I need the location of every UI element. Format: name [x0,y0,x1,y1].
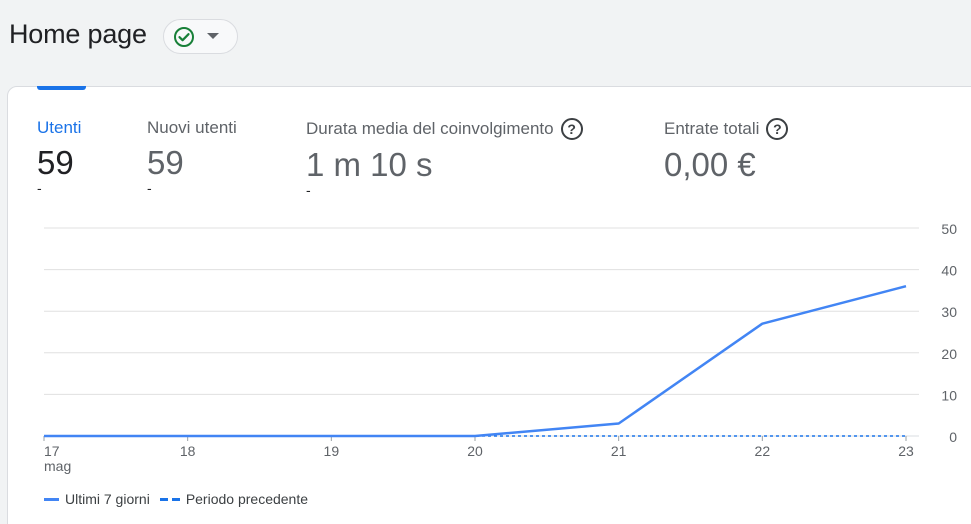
legend-label: Ultimi 7 giorni [65,491,150,507]
metric-tab-nuovi-utenti[interactable]: Nuovi utenti 59 - [147,118,237,195]
check-circle-icon [173,26,195,48]
y-tick-label: 0 [949,429,957,445]
x-tick-label: 18 [180,443,196,459]
x-tick-label: 21 [611,443,627,459]
chart-legend: Ultimi 7 giorni Periodo precedente [44,491,308,507]
metric-label: Durata media del coinvolgimento [306,119,554,138]
metric-delta: - [37,180,42,196]
help-icon[interactable]: ? [560,118,583,140]
series-line-current [44,284,907,438]
legend-item-current[interactable]: Ultimi 7 giorni [44,491,150,507]
x-tick-label: 22 [755,443,771,459]
y-tick-label: 40 [941,263,957,279]
metric-tab-entrate-totali[interactable]: Entrate totali ? 0,00 € [664,118,789,183]
x-tick-label: 20 [467,443,483,459]
overview-card [7,86,971,524]
metric-value: 59 [147,144,184,181]
metric-tab-durata-media[interactable]: Durata media del coinvolgimento ? 1 m 10… [306,118,583,197]
metric-delta: - [306,182,311,198]
metric-value: 1 m 10 s [306,146,433,183]
legend-item-previous[interactable]: Periodo precedente [159,491,309,507]
metric-label: Utenti [37,118,82,137]
metric-label: Nuovi utenti [147,118,237,137]
y-tick-label: 50 [941,221,957,237]
status-dropdown-chip[interactable] [163,19,238,54]
caret-down-icon[interactable] [207,32,219,41]
metric-delta: - [147,180,152,196]
x-tick-label: 19 [324,443,340,459]
x-tick-label: 23 [898,443,914,459]
top-bar: Home page [0,0,971,86]
metric-tab-utenti[interactable]: Utenti 59 - [37,118,81,195]
legend-label: Periodo precedente [185,491,309,507]
legend-swatch-solid [44,497,59,501]
y-tick-label: 30 [941,304,957,320]
page-title: Home page [9,19,147,49]
metric-label: Entrate totali [664,119,760,138]
metric-value: 0,00 € [664,146,756,183]
x-tick-sublabel: mag [44,458,71,474]
y-tick-label: 10 [941,387,957,403]
metric-value: 59 [37,144,74,181]
active-tab-indicator [37,86,86,90]
y-tick-label: 20 [941,346,957,362]
legend-swatch-dashed [159,497,180,501]
help-icon[interactable]: ? [766,118,789,140]
x-tick-label: 17 [44,443,60,459]
